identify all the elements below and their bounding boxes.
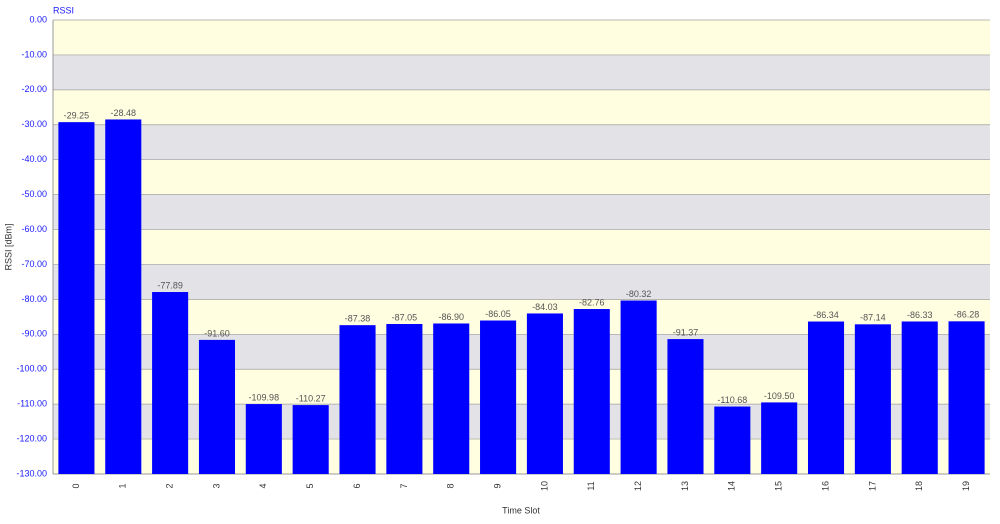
bar	[901, 321, 938, 474]
value-label: -110.27	[296, 393, 326, 403]
x-tick-label: 0	[71, 483, 81, 488]
bar	[105, 119, 142, 474]
value-label: -28.48	[111, 108, 137, 118]
value-label: -77.89	[157, 280, 183, 290]
grid-band	[53, 54, 990, 90]
x-tick-label: 10	[539, 481, 549, 491]
bar	[948, 321, 985, 474]
bar	[152, 292, 189, 474]
x-axis-label: Time Slot	[502, 505, 540, 515]
bar	[292, 405, 329, 474]
x-tick-label: 13	[680, 481, 690, 491]
x-tick-label: 16	[820, 481, 830, 491]
grid-band	[53, 404, 990, 440]
x-tick-label: 7	[399, 483, 409, 488]
x-tick-label: 5	[305, 483, 315, 488]
y-tick-label: -80.00	[21, 294, 47, 304]
x-tick-label: 12	[633, 481, 643, 491]
x-tick-label: 15	[774, 481, 784, 491]
grid-band	[53, 159, 990, 195]
x-tick-label: 14	[727, 481, 737, 491]
x-tick-label: 11	[586, 481, 596, 490]
value-label: -109.98	[249, 392, 280, 402]
y-tick-label: -10.00	[21, 49, 47, 59]
y-tick-label: -20.00	[21, 84, 47, 94]
bar	[433, 323, 470, 474]
value-label: -110.68	[717, 395, 747, 405]
y-tick-label: -70.00	[21, 259, 47, 269]
x-tick-label: 1	[118, 483, 128, 488]
bar	[480, 320, 517, 474]
value-label: -86.34	[813, 310, 839, 320]
x-tick-label: 2	[165, 483, 175, 488]
y-tick-label: -120.00	[16, 433, 47, 443]
grid-band	[53, 20, 990, 55]
x-tick-label: 8	[446, 483, 456, 488]
y-tick-label: -110.00	[17, 399, 47, 409]
bar	[854, 324, 891, 474]
bar	[667, 339, 704, 474]
y-tick-label: -50.00	[21, 189, 47, 199]
bar	[620, 300, 657, 474]
grid-band	[53, 264, 990, 300]
bar	[761, 402, 798, 474]
y-tick-label: -90.00	[21, 329, 47, 339]
bar	[714, 406, 751, 474]
value-label: -80.32	[626, 289, 652, 299]
y-tick-label: -100.00	[16, 364, 47, 374]
value-label: -87.05	[392, 312, 418, 322]
value-label: -109.50	[764, 391, 795, 401]
bar	[386, 324, 423, 474]
value-label: -86.90	[438, 312, 464, 322]
y-axis-label: RSSI [dBm]	[3, 223, 13, 270]
value-label: -87.14	[860, 313, 886, 323]
value-label: -91.37	[673, 327, 699, 337]
x-tick-label: 19	[961, 481, 971, 491]
x-tick-label: 4	[258, 483, 268, 488]
bar	[526, 313, 563, 474]
value-label: -86.28	[954, 310, 980, 320]
bar	[198, 339, 236, 474]
value-label: -86.05	[485, 309, 511, 319]
x-tick-label: 6	[352, 483, 362, 488]
chart-title: RSSI	[53, 5, 74, 15]
value-label: -87.38	[345, 314, 371, 324]
value-label: -84.03	[532, 302, 558, 312]
bar	[245, 404, 282, 474]
y-tick-label: -30.00	[21, 119, 47, 129]
y-tick-label: -60.00	[21, 224, 47, 234]
bar	[58, 122, 95, 475]
y-tick-label: -40.00	[21, 154, 47, 164]
y-tick-label: 0.00	[29, 14, 47, 24]
grid-band	[53, 89, 990, 125]
grid-band	[53, 124, 990, 160]
x-tick-label: 9	[492, 483, 502, 488]
grid-band	[53, 229, 990, 265]
value-label: -91.60	[204, 328, 230, 338]
bar	[573, 309, 610, 474]
y-tick-label: -130.00	[16, 468, 47, 478]
bar	[807, 321, 845, 474]
value-label: -29.25	[64, 111, 90, 121]
value-label: -82.76	[579, 297, 605, 307]
grid-band	[53, 299, 990, 335]
x-tick-label: 18	[914, 481, 924, 491]
grid-band	[53, 334, 990, 370]
bar	[339, 325, 376, 474]
x-tick-label: 3	[211, 483, 221, 488]
value-label: -86.33	[907, 310, 933, 320]
grid-band	[53, 369, 990, 405]
x-tick-label: 17	[867, 481, 877, 491]
grid-band	[53, 194, 990, 230]
grid-band	[53, 439, 990, 474]
